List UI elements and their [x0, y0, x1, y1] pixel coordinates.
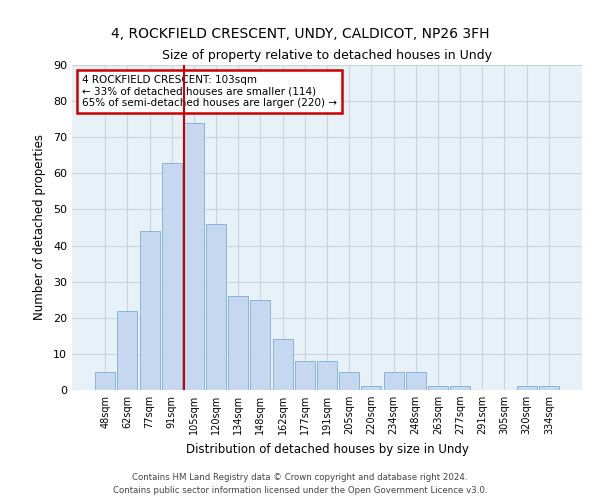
Bar: [228, 296, 248, 390]
Bar: [95, 372, 115, 390]
Bar: [206, 224, 226, 390]
Bar: [450, 386, 470, 390]
Y-axis label: Number of detached properties: Number of detached properties: [33, 134, 46, 320]
Bar: [250, 300, 271, 390]
Text: Contains public sector information licensed under the Open Government Licence v3: Contains public sector information licen…: [113, 486, 487, 495]
Bar: [184, 123, 204, 390]
Text: 4, ROCKFIELD CRESCENT, UNDY, CALDICOT, NP26 3FH: 4, ROCKFIELD CRESCENT, UNDY, CALDICOT, N…: [111, 28, 489, 42]
Bar: [162, 162, 182, 390]
Bar: [295, 361, 315, 390]
Text: 4 ROCKFIELD CRESCENT: 103sqm
← 33% of detached houses are smaller (114)
65% of s: 4 ROCKFIELD CRESCENT: 103sqm ← 33% of de…: [82, 74, 337, 108]
Bar: [118, 310, 137, 390]
Bar: [361, 386, 382, 390]
Bar: [339, 372, 359, 390]
Bar: [539, 386, 559, 390]
Bar: [406, 372, 426, 390]
Bar: [317, 361, 337, 390]
Bar: [272, 340, 293, 390]
Text: Contains HM Land Registry data © Crown copyright and database right 2024.: Contains HM Land Registry data © Crown c…: [132, 472, 468, 482]
Bar: [428, 386, 448, 390]
Bar: [517, 386, 536, 390]
Title: Size of property relative to detached houses in Undy: Size of property relative to detached ho…: [162, 50, 492, 62]
Bar: [140, 231, 160, 390]
X-axis label: Distribution of detached houses by size in Undy: Distribution of detached houses by size …: [185, 442, 469, 456]
Bar: [383, 372, 404, 390]
